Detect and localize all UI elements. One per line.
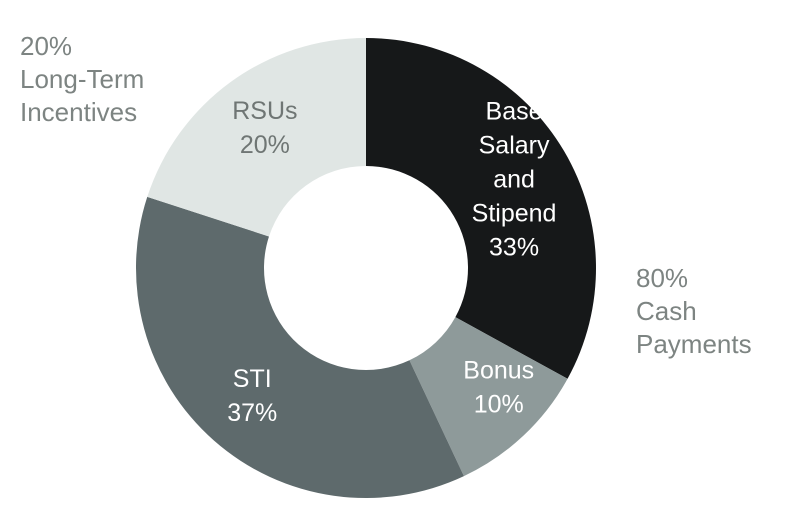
group-name-line: Payments	[636, 329, 752, 359]
slice-name-line: Salary	[479, 131, 550, 159]
donut-slice	[136, 196, 464, 498]
donut-slice	[147, 38, 366, 237]
slice-value-label: 37%	[227, 399, 277, 427]
group-name-line: Incentives	[20, 97, 138, 127]
group-percent: 20%	[20, 31, 73, 61]
slice-name-line: Bonus	[463, 356, 534, 384]
group-name-line: Long-Term	[20, 64, 145, 94]
slice-name-line: Stipend	[472, 199, 557, 227]
donut-slice	[366, 38, 596, 379]
donut-slice	[409, 317, 568, 477]
slice-name-line: and	[493, 165, 535, 193]
slice-name-line: Base	[486, 97, 543, 125]
cash-payments-group-label: 80% Cash Payments	[636, 262, 752, 361]
slice-label: Bonus 10%	[463, 356, 534, 418]
slice-name-line: RSUs	[232, 96, 297, 124]
slice-label: Base Salary and Stipend 33%	[472, 97, 557, 261]
group-name-line: Cash	[636, 296, 697, 326]
slice-label: STI 37%	[227, 365, 277, 427]
long-term-incentives-group-label: 20% Long-Term Incentives	[20, 30, 144, 129]
slice-label: RSUs 20%	[232, 96, 297, 158]
group-percent: 80%	[636, 263, 689, 293]
slice-value-label: 10%	[474, 390, 524, 418]
slice-value-label: 33%	[489, 233, 539, 261]
slice-name-line: STI	[233, 365, 272, 393]
slice-value-label: 20%	[240, 130, 290, 158]
